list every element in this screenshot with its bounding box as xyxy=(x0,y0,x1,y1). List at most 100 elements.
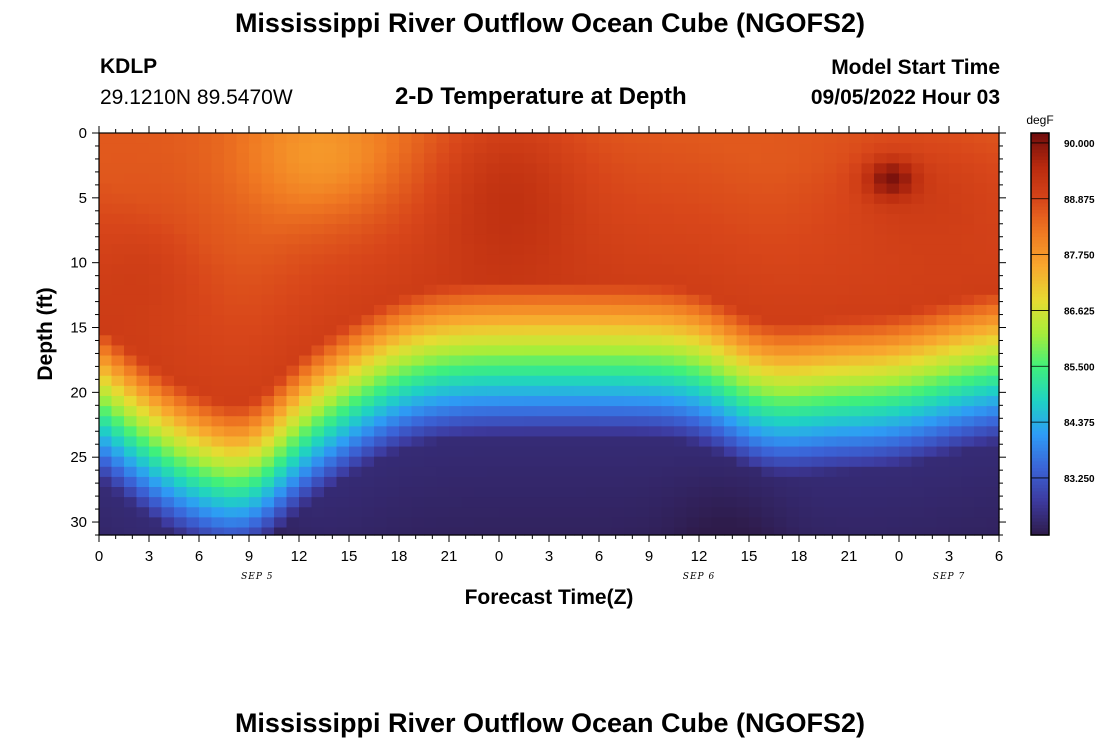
heatmap-cell xyxy=(786,133,800,144)
heatmap-cell xyxy=(449,153,463,164)
heatmap-cell xyxy=(761,406,775,417)
heatmap-cell xyxy=(611,487,625,498)
heatmap-cell xyxy=(411,476,425,488)
heatmap-cell xyxy=(374,345,388,357)
heatmap-cell xyxy=(799,304,813,316)
station-coordinates: 29.1210N 89.5470W xyxy=(100,86,293,109)
colorbar-swatch xyxy=(1031,273,1049,278)
heatmap-cell xyxy=(374,193,388,205)
colorbar-swatch xyxy=(1031,253,1049,258)
heatmap-cell xyxy=(711,385,725,397)
heatmap-cell xyxy=(161,335,175,347)
heatmap-cell xyxy=(599,284,613,296)
heatmap-cell xyxy=(561,517,575,529)
heatmap-cell xyxy=(436,395,450,407)
heatmap-cell xyxy=(236,193,250,205)
heatmap-cell xyxy=(411,406,425,417)
heatmap-cell xyxy=(874,264,888,276)
heatmap-cell xyxy=(361,284,375,296)
heatmap-cell xyxy=(874,133,888,144)
heatmap-cell xyxy=(686,234,700,245)
heatmap-cell xyxy=(749,213,763,225)
heatmap-cell xyxy=(561,335,575,347)
heatmap-cell xyxy=(724,304,738,316)
heatmap-cell xyxy=(699,173,713,185)
heatmap-cell xyxy=(99,193,113,205)
heatmap-cell xyxy=(786,153,800,164)
heatmap-cell xyxy=(424,254,438,266)
heatmap-cell xyxy=(374,264,388,276)
heatmap-cell xyxy=(749,203,763,215)
colorbar-swatch xyxy=(1031,424,1049,429)
heatmap-cell xyxy=(474,325,488,336)
heatmap-cell xyxy=(474,385,488,397)
heatmap-cell xyxy=(174,254,188,266)
heatmap-cell xyxy=(511,497,525,508)
heatmap-cell xyxy=(474,315,488,326)
heatmap-cell xyxy=(611,304,625,316)
heatmap-cell xyxy=(611,446,625,458)
heatmap-cell xyxy=(524,224,538,235)
heatmap-cell xyxy=(286,133,300,144)
heatmap-cell xyxy=(674,284,688,296)
heatmap-cell xyxy=(611,193,625,205)
heatmap-cell xyxy=(349,325,363,336)
heatmap-cell xyxy=(636,355,650,367)
heatmap-cell xyxy=(449,304,463,316)
heatmap-cell xyxy=(136,355,150,367)
heatmap-cell xyxy=(774,406,788,417)
heatmap-cell xyxy=(599,497,613,508)
colorbar-swatch xyxy=(1031,213,1049,218)
heatmap-cell xyxy=(124,416,138,427)
heatmap-cell xyxy=(299,274,313,286)
heatmap-cell xyxy=(911,224,925,235)
heatmap-cell xyxy=(786,183,800,195)
heatmap-cell xyxy=(686,254,700,266)
heatmap-cell xyxy=(786,517,800,529)
heatmap-cell xyxy=(624,355,638,367)
heatmap-cell xyxy=(549,183,563,195)
heatmap-cell xyxy=(849,426,863,438)
colorbar-tick-label: 86.625 xyxy=(1064,306,1095,317)
heatmap-cell xyxy=(436,426,450,438)
heatmap-cell xyxy=(574,173,588,185)
y-tick-label: 15 xyxy=(70,320,87,337)
heatmap-cell xyxy=(949,375,963,387)
heatmap-cell xyxy=(136,224,150,235)
heatmap-cell xyxy=(274,487,288,498)
heatmap-cell xyxy=(649,315,663,326)
heatmap-cell xyxy=(886,436,900,448)
heatmap-cell xyxy=(824,517,838,529)
heatmap-cell xyxy=(361,173,375,185)
colorbar-swatch xyxy=(1031,183,1049,188)
heatmap-cell xyxy=(586,385,600,397)
heatmap-cell xyxy=(549,224,563,235)
footer-title: Mississippi River Outflow Ocean Cube (NG… xyxy=(234,708,866,738)
heatmap-cell xyxy=(236,456,250,468)
heatmap-cell xyxy=(274,163,288,175)
heatmap-cell xyxy=(711,487,725,498)
heatmap-cell xyxy=(299,395,313,407)
heatmap-cell xyxy=(136,264,150,276)
heatmap-cell xyxy=(761,436,775,448)
heatmap-cell xyxy=(699,466,713,478)
heatmap-cell xyxy=(699,517,713,529)
colorbar-swatch xyxy=(1031,283,1049,288)
heatmap-cell xyxy=(699,527,713,536)
colorbar-swatch xyxy=(1031,521,1049,526)
heatmap-cell xyxy=(249,183,263,195)
heatmap-cell xyxy=(524,517,538,529)
heatmap-cell xyxy=(849,284,863,296)
heatmap-cell xyxy=(449,163,463,175)
heatmap-cell xyxy=(561,163,575,175)
heatmap-cell xyxy=(111,173,125,185)
heatmap-cell xyxy=(824,294,838,306)
heatmap-cell xyxy=(636,274,650,286)
heatmap-cell xyxy=(874,203,888,215)
heatmap-cell xyxy=(736,224,750,235)
heatmap-cell xyxy=(461,173,475,185)
heatmap-cell xyxy=(99,335,113,347)
heatmap-cell xyxy=(299,476,313,488)
colorbar-swatch xyxy=(1031,256,1049,261)
heatmap-cell xyxy=(786,385,800,397)
